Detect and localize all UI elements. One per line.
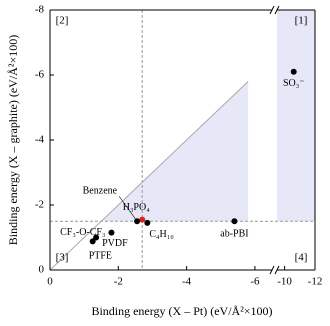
region-label: [1] (295, 15, 308, 27)
axis-break (269, 265, 275, 275)
y-tick-label: 0 (39, 264, 45, 276)
region-label: [4] (295, 252, 308, 264)
point-label: ab-PBI (220, 229, 248, 240)
y-tick-label: -8 (35, 4, 45, 16)
x-tick-label: -12 (308, 276, 323, 288)
axis-break (274, 265, 280, 275)
point-label: PTFE (89, 251, 112, 262)
x-tick-label: -10 (277, 276, 292, 288)
y-axis-label: Binding energy (X – graphite) (eV/Å²×100… (6, 35, 20, 245)
point (139, 216, 146, 223)
point (89, 238, 96, 245)
x-tick-label: -6 (250, 276, 260, 288)
axis-break (269, 5, 275, 15)
point-label: Benzene (83, 186, 118, 197)
x-tick-label: -2 (114, 276, 123, 288)
point (290, 68, 297, 75)
y-tick-label: -2 (35, 199, 44, 211)
x-tick-label: -4 (182, 276, 192, 288)
x-tick-label: 0 (47, 276, 53, 288)
point-label: H₃PO₄ (123, 202, 150, 213)
point-label: C₄H₁₀ (149, 229, 174, 240)
region-label: [2] (56, 15, 69, 27)
point-label: SO₃⁻ (283, 78, 305, 89)
point (108, 229, 115, 236)
diagonal-line (49, 81, 249, 271)
shaded-region (277, 10, 315, 222)
point-label: CF₃-O-CF₃ (60, 227, 105, 238)
y-tick-label: -6 (35, 69, 45, 81)
x-axis-label: Binding energy (X – Pt) (eV/Å²×100) (91, 304, 272, 318)
point (144, 219, 151, 226)
point-label: PVDF (102, 238, 128, 249)
point (93, 234, 100, 241)
point (231, 218, 238, 225)
y-tick-label: -4 (35, 134, 45, 146)
leader-line (118, 196, 138, 222)
axis-break (274, 5, 280, 15)
region-label: [3] (56, 252, 69, 264)
